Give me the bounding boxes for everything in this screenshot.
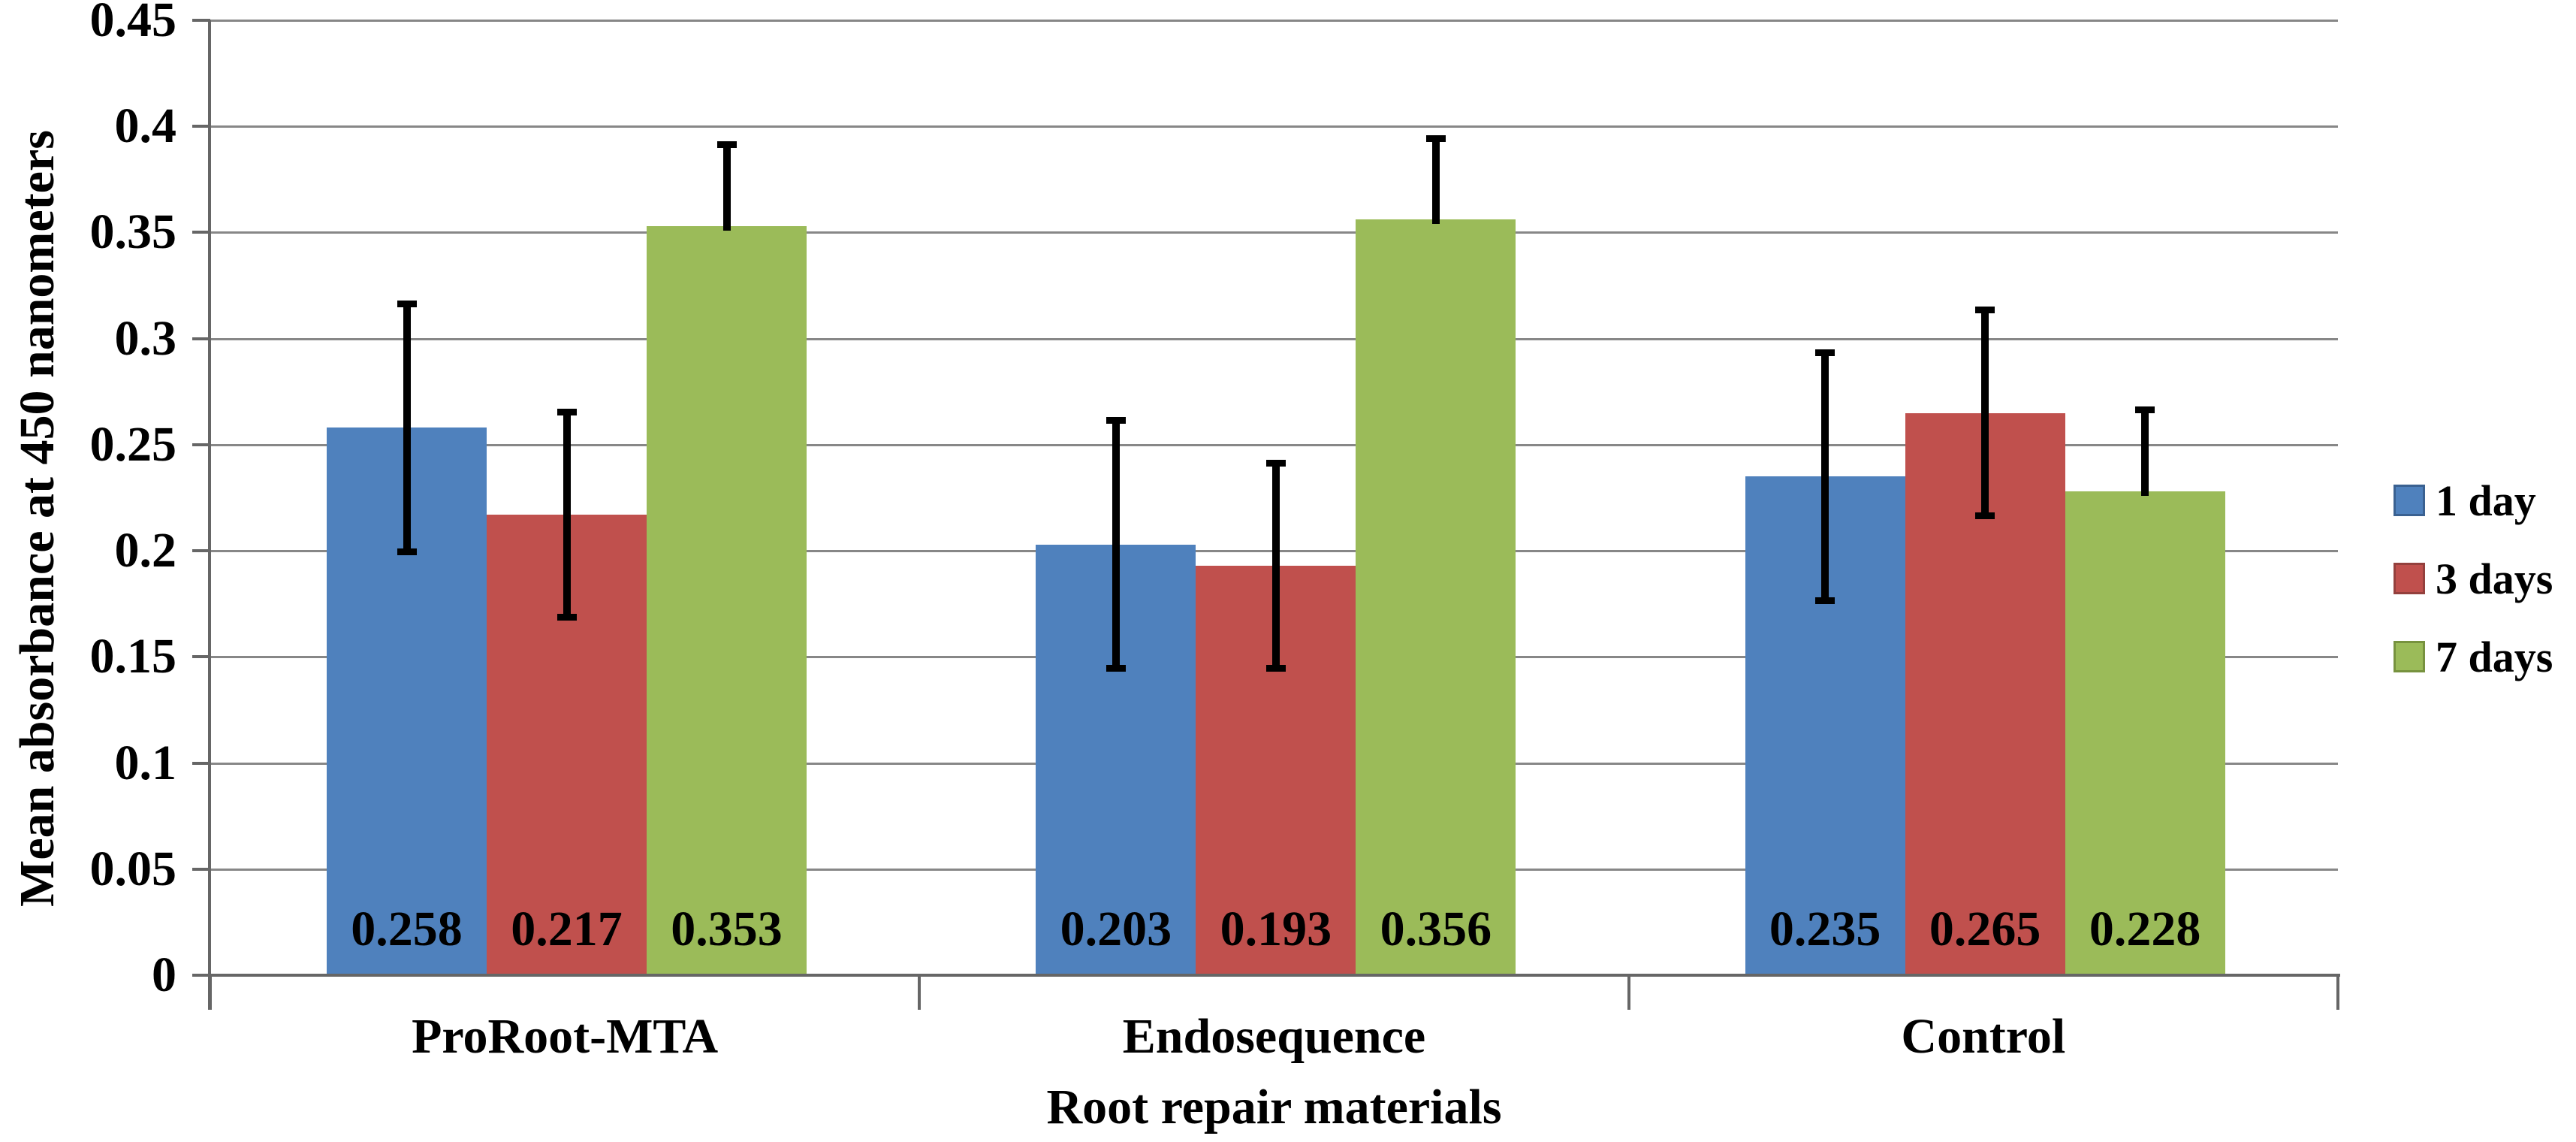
bar-value-label: 0.356 (1380, 902, 1492, 956)
legend-swatch-7-days (2394, 641, 2425, 672)
y-axis-tick (192, 549, 210, 553)
y-tick-label: 0.4 (114, 98, 177, 154)
error-bar (1112, 417, 1120, 672)
x-axis-line (208, 974, 2340, 977)
y-axis-tick (192, 125, 210, 128)
legend-item: 3 days (2394, 554, 2553, 603)
bar-value-label: 0.193 (1220, 902, 1332, 956)
x-axis-tick (1627, 975, 1630, 1010)
error-bar (563, 408, 571, 621)
y-tick-label: 0.05 (89, 841, 177, 896)
error-bar-cap-top (1815, 349, 1835, 356)
legend-swatch-3-days (2394, 563, 2425, 594)
error-bar-cap-bottom (1815, 597, 1835, 604)
y-tick-label: 0.25 (89, 416, 177, 472)
legend-swatch-1-day (2394, 485, 2425, 516)
y-axis-tick (192, 655, 210, 659)
gridline (210, 337, 2338, 340)
category-label: ProRoot-MTA (412, 1009, 719, 1064)
bar-value-label: 0.203 (1060, 902, 1172, 956)
x-axis-title: Root repair materials (1046, 1080, 1502, 1134)
error-bar-cap-bottom (1106, 665, 1126, 672)
y-tick-label: 0.1 (114, 735, 177, 790)
error-bar-cap-top (1265, 459, 1286, 467)
error-bar (722, 140, 731, 231)
error-bar (1981, 307, 1989, 519)
error-bar-cap-top (2135, 406, 2155, 414)
bar-value-label: 0.353 (671, 902, 783, 956)
bar-7-days-Control (2065, 491, 2225, 975)
y-tick-label: 0 (152, 947, 176, 1002)
y-tick-label: 0.3 (114, 310, 177, 366)
error-bar-cap-bottom (1975, 512, 1995, 519)
legend: 1 day 3 days 7 days (2394, 476, 2553, 715)
error-bar-cap-top (1975, 307, 1995, 314)
bar-value-label: 0.235 (1769, 902, 1881, 956)
category-label: Control (1901, 1009, 2066, 1064)
x-axis-tick (2336, 975, 2339, 1010)
bar-value-label: 0.265 (1929, 902, 2041, 956)
error-bar-cap-top (397, 300, 417, 307)
y-axis-tick (192, 867, 210, 871)
error-bar-cap-top (1425, 134, 1446, 142)
gridline (210, 231, 2338, 234)
bar-7-days-Endosequence (1356, 219, 1516, 975)
category-label: Endosequence (1122, 1009, 1426, 1064)
error-bar-cap-bottom (397, 548, 417, 555)
error-bar (2141, 406, 2149, 497)
error-bar-cap-top (1106, 417, 1126, 424)
error-bar (1431, 134, 1440, 225)
y-tick-label: 0.2 (114, 523, 177, 579)
y-axis-line (208, 20, 211, 1010)
y-axis-tick (192, 761, 210, 765)
legend-item: 1 day (2394, 476, 2553, 525)
legend-label: 1 day (2436, 476, 2536, 525)
y-tick-label: 0.35 (89, 204, 177, 260)
legend-item: 7 days (2394, 633, 2553, 681)
gridline (210, 20, 2338, 22)
error-bar (1821, 349, 1829, 604)
error-bar-cap-bottom (1265, 665, 1286, 672)
error-bar (403, 300, 411, 555)
y-axis-tick (192, 337, 210, 340)
error-bar-cap-top (557, 408, 577, 415)
gridline (210, 443, 2338, 446)
gridline (210, 125, 2338, 128)
x-axis-tick (209, 975, 212, 1010)
error-bar (1271, 459, 1280, 672)
y-axis-tick (192, 974, 210, 977)
y-axis-tick (192, 231, 210, 234)
plot-area: 0.258 0.203 0.235 0.217 0.193 0.265 0.353 0.356… (210, 20, 2338, 975)
bar-value-label: 0.217 (511, 902, 623, 956)
bar-value-label: 0.258 (351, 902, 463, 956)
bar-value-label: 0.228 (2089, 902, 2201, 956)
legend-label: 3 days (2436, 554, 2553, 603)
bar-7-days-ProRoot-MTA (647, 225, 807, 975)
error-bar-cap-top (716, 140, 737, 148)
y-tick-label: 0.45 (89, 0, 177, 47)
y-tick-label: 0.15 (89, 629, 177, 684)
x-axis-tick (918, 975, 922, 1010)
y-axis-tick (192, 443, 210, 446)
error-bar-cap-bottom (557, 614, 577, 621)
legend-label: 7 days (2436, 632, 2553, 681)
y-axis-tick (192, 19, 210, 22)
